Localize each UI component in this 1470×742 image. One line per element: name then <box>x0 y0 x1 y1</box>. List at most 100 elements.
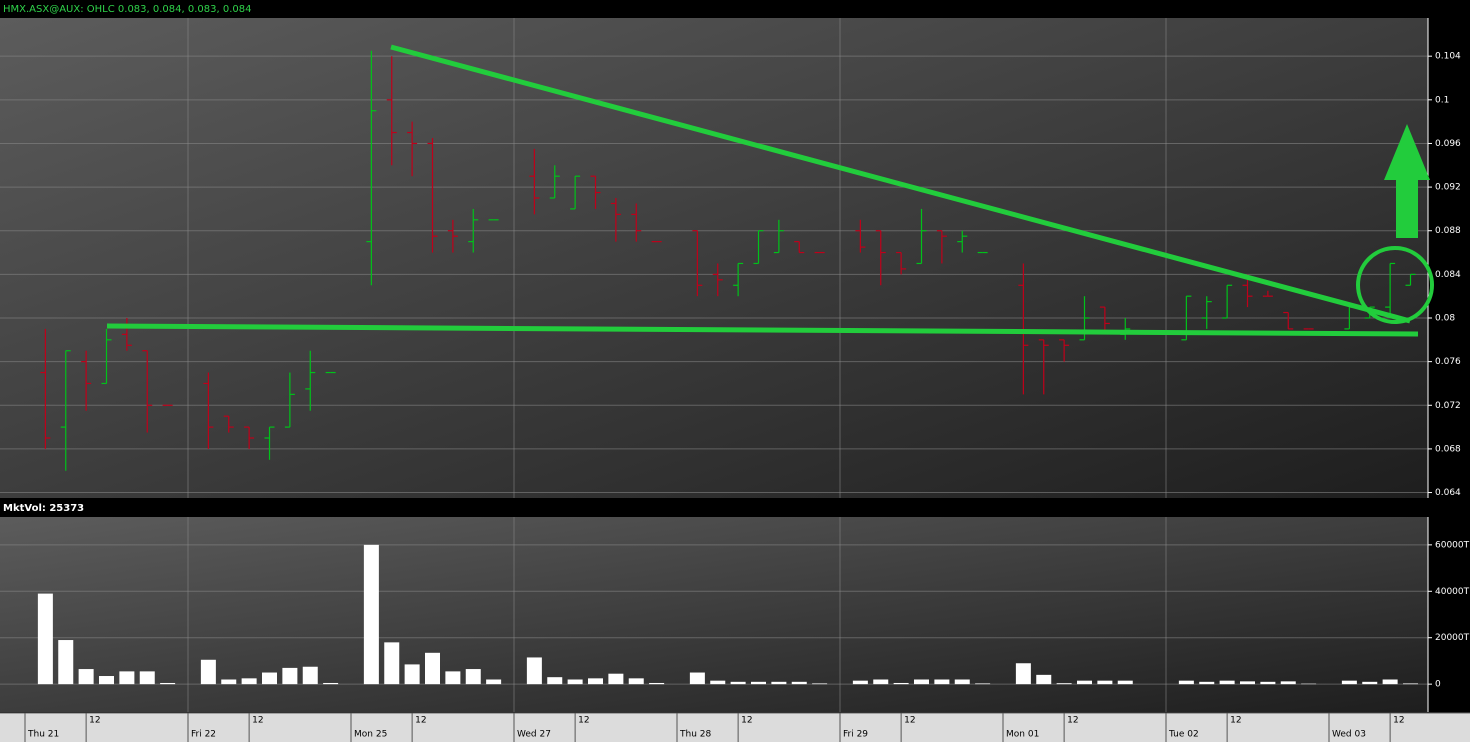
volume-bar <box>262 672 277 685</box>
y-tick-label: 0.08 <box>1435 314 1455 324</box>
resistance-line <box>390 44 1411 324</box>
volume-bar <box>160 682 176 685</box>
volume-bar <box>139 671 155 685</box>
volume-bar <box>730 681 746 685</box>
volume-bar <box>1362 681 1378 685</box>
volume-bar <box>710 680 726 685</box>
x-tick-label: Fri 29 <box>843 730 868 740</box>
volume-bar <box>1097 680 1113 685</box>
volume-bar <box>954 679 970 685</box>
volume-bar <box>751 681 766 685</box>
volume-bar <box>1240 681 1255 685</box>
up-arrow <box>1384 124 1430 238</box>
volume-bar <box>689 672 705 685</box>
y-tick-label: 20000T <box>1435 633 1470 643</box>
volume-bar <box>384 642 400 685</box>
volume-bar <box>812 683 828 685</box>
x-tick-label: Wed 03 <box>1332 730 1366 740</box>
support-line <box>106 323 1419 337</box>
x-tick-label: Fri 22 <box>191 730 216 740</box>
x-tick-label: 12 <box>741 716 752 726</box>
volume-bar <box>241 678 257 685</box>
volume-bar <box>791 681 807 685</box>
y-tick-label: 0.092 <box>1435 183 1461 193</box>
volume-bar <box>547 677 563 685</box>
x-tick-label: 12 <box>1067 716 1078 726</box>
x-tick-label: 12 <box>578 716 589 726</box>
volume-bar <box>323 682 339 685</box>
volume-bar <box>1260 681 1276 685</box>
price-title: HMX.ASX@AUX: OHLC 0.083, 0.084, 0.083, 0… <box>3 4 251 15</box>
x-tick-label: Thu 21 <box>27 730 59 740</box>
volume-bar <box>302 666 318 685</box>
y-tick-label: 0.096 <box>1435 139 1461 149</box>
volume-bar <box>1403 683 1418 685</box>
time-axis <box>0 713 1470 742</box>
x-tick-label: 12 <box>415 716 426 726</box>
volume-bar <box>567 679 583 685</box>
volume-bar <box>934 679 950 685</box>
x-tick-label: 12 <box>252 716 263 726</box>
volume-bar <box>99 676 114 685</box>
y-tick-label: 60000T <box>1435 540 1470 550</box>
y-tick-label: 40000T <box>1435 587 1470 597</box>
x-tick-label: Mon 25 <box>354 730 387 740</box>
volume-bar <box>1341 680 1357 685</box>
y-tick-label: 0.088 <box>1435 226 1461 236</box>
volume-bar <box>873 679 889 685</box>
y-tick-label: 0.064 <box>1435 488 1461 498</box>
volume-bar <box>1199 681 1215 685</box>
volume-panel <box>0 517 1428 712</box>
volume-bar <box>221 679 237 685</box>
volume-bar <box>58 640 74 685</box>
annotations <box>106 44 1434 337</box>
volume-bar <box>119 671 135 685</box>
volume-bar <box>445 671 461 685</box>
volume-bar <box>649 682 665 685</box>
x-tick-label: 12 <box>1230 716 1241 726</box>
volume-bar <box>78 669 94 685</box>
x-tick-label: Thu 28 <box>679 730 711 740</box>
breakout-circle <box>1356 246 1434 324</box>
y-tick-label: 0 <box>1435 680 1441 690</box>
y-tick-label: 0.068 <box>1435 444 1461 454</box>
volume-bar <box>1117 680 1133 685</box>
y-tick-label: 0.1 <box>1435 95 1449 105</box>
volume-bar <box>282 667 298 685</box>
volume-bar <box>1219 680 1235 685</box>
x-tick-label: Wed 27 <box>517 730 551 740</box>
y-tick-label: 0.104 <box>1435 52 1461 62</box>
volume-bar <box>526 657 542 685</box>
volume-bar <box>771 681 787 685</box>
volume-bar <box>608 673 624 685</box>
volume-bar <box>404 664 420 685</box>
volume-bar <box>425 652 440 685</box>
volume-bar <box>1280 681 1296 685</box>
volume-bar <box>363 544 379 685</box>
volume-bar <box>486 679 502 685</box>
volume-bar <box>975 683 991 685</box>
volume-bar <box>1382 679 1398 685</box>
volume-bar <box>1015 663 1031 685</box>
y-tick-label: 0.084 <box>1435 270 1461 280</box>
x-tick-label: 12 <box>89 716 100 726</box>
volume-bar <box>893 682 909 685</box>
volume-bar <box>1036 674 1052 685</box>
volume-bar <box>1077 680 1092 685</box>
volume-bar <box>37 593 53 685</box>
volume-bar <box>1056 683 1072 685</box>
price-panel <box>0 18 1428 498</box>
x-tick-label: 12 <box>1393 716 1404 726</box>
volume-bar <box>200 659 216 685</box>
volume-bar <box>588 678 603 685</box>
y-tick-label: 0.076 <box>1435 357 1461 367</box>
volume-bar <box>465 669 481 685</box>
x-tick-label: Tue 02 <box>1168 730 1199 740</box>
volume-bar <box>914 679 929 685</box>
volume-bar <box>628 678 644 685</box>
volume-bar <box>1178 680 1194 685</box>
y-tick-label: 0.072 <box>1435 401 1461 411</box>
x-tick-label: Mon 01 <box>1006 730 1039 740</box>
volume-title: MktVol: 25373 <box>3 503 84 514</box>
